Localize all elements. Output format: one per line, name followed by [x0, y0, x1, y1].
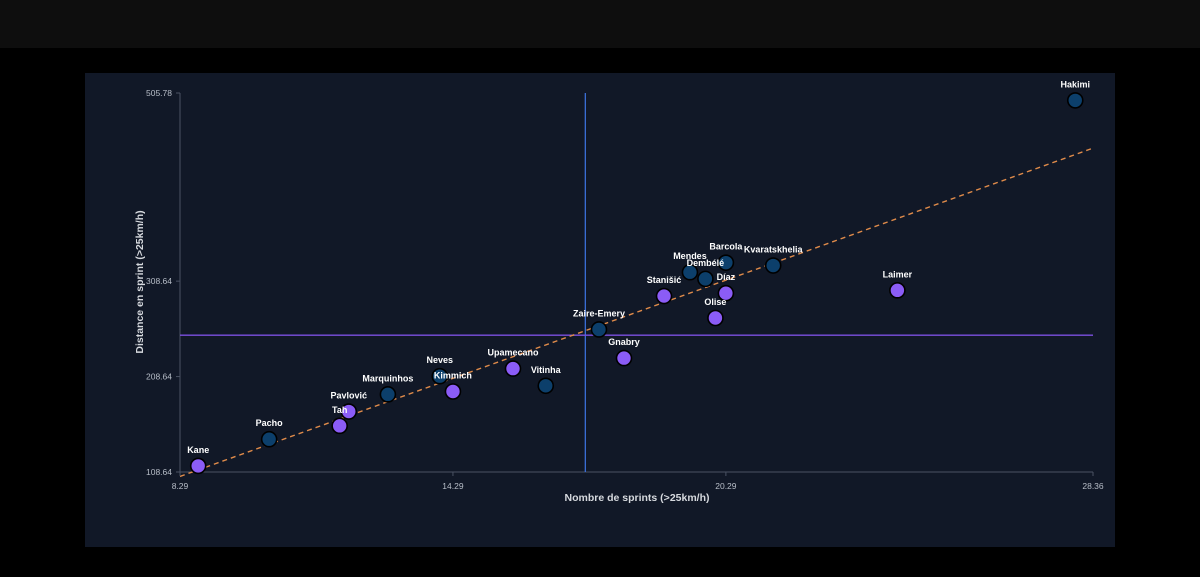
point-label: Pavlović [331, 391, 368, 401]
data-point[interactable] [655, 287, 673, 305]
data-point[interactable] [537, 377, 555, 395]
point-label: Barcola [709, 242, 743, 252]
data-point[interactable] [340, 403, 358, 420]
point-label: Dembélé [687, 258, 725, 268]
point-label: Kimmich [434, 370, 472, 380]
x-tick-label: 20.29 [715, 481, 737, 491]
data-point[interactable] [504, 360, 522, 377]
data-point[interactable] [717, 254, 735, 271]
x-tick-label: 28.36 [1082, 481, 1104, 491]
data-point[interactable] [889, 282, 906, 299]
point-label: Tah [332, 405, 347, 415]
point-label: Vitinha [531, 365, 562, 375]
point-label: Upamecano [487, 348, 539, 358]
data-point[interactable] [590, 321, 608, 338]
point-label: Kane [187, 445, 209, 455]
data-point[interactable] [764, 257, 782, 274]
y-tick-label: 108.64 [146, 467, 172, 477]
data-point[interactable] [717, 284, 735, 302]
data-point[interactable] [331, 417, 348, 435]
y-tick-label: 208.64 [146, 372, 172, 382]
data-point[interactable] [681, 263, 699, 281]
point-label: Kvaratskhelia [744, 245, 804, 255]
data-point[interactable] [260, 430, 278, 448]
data-point[interactable] [697, 270, 714, 288]
x-tick-label: 14.29 [442, 481, 464, 491]
data-point[interactable] [707, 309, 724, 327]
point-label: Laimer [883, 269, 913, 279]
y-tick-label: 308.64 [146, 276, 172, 286]
x-tick-label: 8.29 [172, 481, 189, 491]
point-label: Gnabry [608, 337, 640, 347]
y-axis-title: Distance en sprint (>25km/h) [134, 210, 146, 353]
x-axis-title: Nombre de sprints (>25km/h) [565, 492, 710, 504]
top-bar [0, 0, 1200, 48]
point-label: Mendes [673, 251, 707, 261]
data-point[interactable] [189, 457, 207, 475]
point-label: Olise [704, 297, 726, 307]
point-label: Díaz [717, 272, 736, 282]
trend-line [179, 147, 1094, 478]
point-label: Marquinhos [362, 373, 413, 383]
point-label: Stanišić [647, 275, 682, 285]
chart-panel [85, 73, 1115, 547]
y-tick-label: 505.78 [146, 88, 172, 98]
data-point[interactable] [431, 367, 449, 385]
point-label: Pacho [256, 418, 284, 428]
point-label: Zaire-Emery [573, 308, 625, 318]
data-point[interactable] [379, 386, 397, 403]
data-point[interactable] [615, 349, 633, 367]
data-point[interactable] [1066, 92, 1084, 109]
point-label: Hakimi [1061, 79, 1091, 89]
data-point[interactable] [444, 383, 462, 400]
point-label: Neves [426, 355, 453, 365]
